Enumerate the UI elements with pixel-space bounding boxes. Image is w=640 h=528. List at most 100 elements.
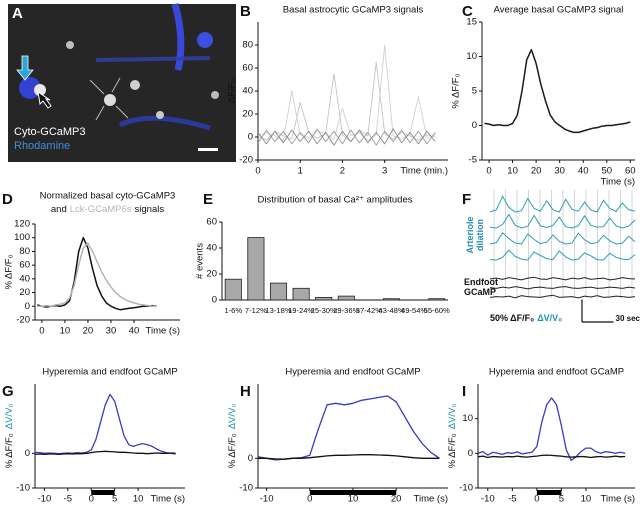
x-tick-label: 5 [112,494,117,505]
x-tick-label: 30 [106,326,117,337]
y-tick-label: 20 [19,287,30,298]
x-tick-label: 0 [39,326,44,337]
x-tick-label: 29-36% [333,306,359,315]
trace-group-label: Arterioledilation [465,216,485,253]
trace-group-label-line: dilation [475,219,485,251]
data-line [34,450,176,456]
image-label: Rhodamine [14,140,70,152]
data-line [37,242,157,308]
scale-bar [198,148,218,151]
x-tick-label: 10 [60,326,71,337]
y-tick-label: 0 [212,295,217,306]
x-axis-label: Time (min.) [400,166,448,177]
y-tick-label: 15 [466,17,477,28]
arrow [16,55,34,81]
astrocyte [66,41,74,49]
x-tick-label: 0 [534,494,539,505]
y-tick-label: 20 [206,269,217,280]
chart-title: Distribution of basal Ca²⁺ amplitudes [258,195,413,206]
trace [489,213,636,229]
subtitle-part: and [51,204,67,215]
scale-label: 30 sec. [616,314,640,323]
x-axis-label: Time (s) [601,177,635,188]
y-tick-label: -10 [16,483,30,494]
x-tick-label: 1 [298,166,303,177]
trace [489,286,636,290]
y-tick-label: 100 [14,232,30,243]
bar [247,237,265,301]
x-tick-label: 7-12% [245,306,267,315]
trace [489,294,636,299]
y-axis-label: % ΔF/F₀ ΔV/V₀ [227,404,238,469]
x-tick-label: -10 [481,494,495,505]
astrocyte [211,91,219,99]
x-axis-label: Time (s) [601,494,635,505]
y-axis-label: # events [195,243,206,279]
chart-title: Hyperemia and endfoot GCaMP [489,367,624,378]
x-tick-label: -5 [508,494,516,505]
x-tick-label: 30 [554,166,565,177]
bar [382,298,401,301]
panel-letter: G [2,383,14,400]
x-tick-label: -10 [260,494,274,505]
y-tick-label: 0 [25,448,30,459]
chart-title: Basal astrocytic GCaMP3 signals [283,5,424,16]
vessel-cross-section [197,32,213,48]
x-tick-label: 10 [507,166,518,177]
x-tick-label: 20 [391,494,402,505]
x-tick-label: 37-42% [356,306,382,315]
panel-letter: A [12,5,23,22]
y-tick-label: 120 [14,219,30,230]
y-tick-label: 0 [248,132,253,143]
x-tick-label: 13-18% [265,306,291,315]
x-tick-label: 2 [340,166,345,177]
astrocyte [130,80,140,90]
processes [89,77,129,121]
subtitle-part: signals [135,204,165,215]
data-line [34,393,176,455]
x-tick-label: 60 [625,166,636,177]
x-tick-label: 25-30% [311,306,337,315]
y-tick-label: 10 [462,413,473,424]
data-line [37,236,158,311]
y-tick-label: 40 [206,243,217,254]
data-line [477,397,626,461]
x-tick-label: 0 [307,494,312,505]
x-tick-label: -5 [64,494,72,505]
bar [269,282,288,301]
x-tick-label: 40 [129,326,140,337]
y-axis-label: ΔF/F₀ [227,79,238,104]
scale-label-part: 50% ΔF/F₀ [490,313,534,323]
y-axis-label-part: % ΔF/F₀ [4,433,15,468]
bar [315,296,333,301]
bar [292,287,310,301]
x-tick-label: 19-24% [288,306,314,315]
y-tick-label: -5 [469,155,477,166]
y-tick-label: 40 [242,86,253,97]
panel-letter: I [462,383,466,400]
y-axis-label-part: ΔV/V₀ [447,404,458,430]
y-tick-label: 60 [19,260,30,271]
y-axis-label-part: % ΔF/F₀ [227,433,238,468]
y-axis-label-part: ΔV/V₀ [227,404,238,430]
y-tick-label: 60 [242,63,253,74]
y-axis-label: % ΔF/F₀ [451,73,462,108]
x-tick-label: 20 [83,326,94,337]
panel-letter: F [462,191,471,208]
x-tick-label: 1-6% [224,306,242,315]
y-tick-label: 10 [466,51,477,62]
bar [428,298,446,301]
y-tick-label: 20 [242,109,253,120]
trace-group-label-line: GCaMP [464,287,496,297]
y-tick-label: 0 [248,453,253,464]
vessel [171,3,185,71]
x-tick-label: 0 [486,166,491,177]
x-tick-label: 5 [559,494,564,505]
y-tick-label: -10 [239,483,253,494]
image-label: Cyto-GCaMP3 [14,126,86,138]
arrow [37,90,52,109]
x-tick-label: 50 [601,166,612,177]
panel-letter: C [462,3,473,20]
x-axis-label: Time (s) [146,326,180,337]
y-axis-label-part: ΔV/V₀ [4,404,15,430]
